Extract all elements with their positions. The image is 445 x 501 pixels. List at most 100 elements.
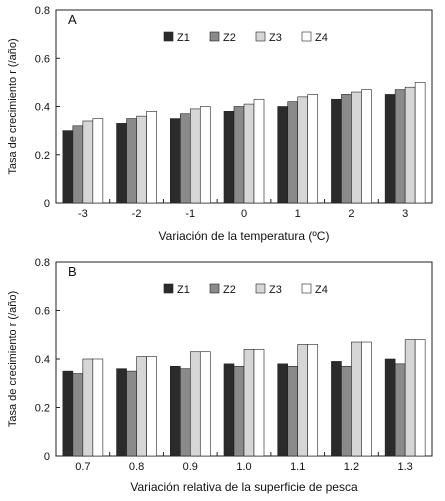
y-tick-label: 0.2 bbox=[35, 403, 50, 415]
bar-z2-0 bbox=[72, 373, 84, 457]
bar-z4-0 bbox=[92, 358, 104, 457]
bar-z3-5 bbox=[351, 341, 362, 457]
bar-z3-6 bbox=[404, 86, 416, 204]
bar-z2-4 bbox=[287, 101, 299, 204]
bar-z1-5 bbox=[331, 98, 342, 204]
y-tick-label: 0.6 bbox=[35, 306, 50, 318]
x-tick-label: -3 bbox=[78, 208, 88, 220]
bar-z4-5 bbox=[361, 341, 372, 457]
x-tick-label: 0 bbox=[241, 208, 247, 220]
legend-label-z4: Z4 bbox=[315, 284, 328, 296]
bar-z2-2 bbox=[179, 113, 191, 204]
x-tick-label: -2 bbox=[132, 208, 142, 220]
bar-z4-4 bbox=[307, 344, 319, 457]
bar-z2-3 bbox=[233, 365, 245, 457]
bar-z4-6 bbox=[414, 82, 426, 204]
bar-z4-2 bbox=[199, 351, 211, 457]
y-axis-title: Tasa de crecimiento r (/año) bbox=[7, 38, 19, 174]
bar-z3-0 bbox=[82, 358, 94, 457]
bar-z3-1 bbox=[136, 115, 147, 204]
legend-swatch-z1 bbox=[163, 31, 174, 42]
x-tick-label: 1.2 bbox=[344, 461, 359, 473]
bar-z4-1 bbox=[146, 111, 157, 204]
bar-z4-6 bbox=[414, 339, 426, 457]
legend-swatch-z2 bbox=[209, 283, 220, 294]
bar-z2-5 bbox=[341, 94, 352, 204]
x-axis-title: Variación de la temperatura (ºC) bbox=[159, 229, 330, 243]
x-axis-title: Variación relativa de la superficie de p… bbox=[130, 480, 358, 494]
bar-z1-6 bbox=[384, 358, 396, 457]
legend-label-z2: Z2 bbox=[223, 32, 236, 44]
bar-z1-4 bbox=[277, 363, 289, 457]
bar-z2-0 bbox=[72, 125, 84, 204]
y-tick-label: 0.2 bbox=[35, 150, 50, 162]
bar-z1-0 bbox=[62, 370, 74, 457]
y-tick-label: 0.8 bbox=[35, 257, 50, 269]
y-tick-label: 0.6 bbox=[35, 53, 50, 65]
x-tick-label: 1.0 bbox=[236, 461, 251, 473]
bar-z4-3 bbox=[253, 98, 265, 204]
bar-z4-5 bbox=[361, 89, 372, 204]
bar-z4-2 bbox=[199, 106, 211, 204]
x-tick-label: 1.3 bbox=[397, 461, 412, 473]
bar-z1-3 bbox=[223, 111, 235, 204]
legend-swatch-z3 bbox=[255, 31, 266, 42]
legend-swatch-z4 bbox=[301, 31, 312, 42]
x-tick-label: 1.1 bbox=[290, 461, 305, 473]
bar-z3-0 bbox=[82, 120, 94, 204]
bar-z2-1 bbox=[126, 370, 137, 457]
chart-panel-A: 0 0.2 0.4 0.6 0.8 -3 -2 -1 0 1 2 3 A Z1 Z2 Z3 Z4 Variació… bbox=[7, 5, 433, 243]
bar-z3-1 bbox=[136, 356, 147, 457]
x-tick-label: 2 bbox=[348, 208, 354, 220]
bar-z1-2 bbox=[169, 365, 181, 457]
y-tick-label: 0.4 bbox=[35, 102, 50, 114]
bar-z3-4 bbox=[297, 96, 309, 204]
bar-z3-4 bbox=[297, 344, 309, 457]
bar-z2-5 bbox=[341, 365, 352, 457]
x-tick-label: 1 bbox=[295, 208, 301, 220]
y-tick-label: 0.8 bbox=[35, 5, 50, 17]
panel-label: B bbox=[68, 264, 77, 279]
bar-z2-1 bbox=[126, 118, 137, 204]
legend-label-z3: Z3 bbox=[269, 284, 282, 296]
bar-z3-3 bbox=[243, 348, 255, 457]
chart-panel-B: 0 0.2 0.4 0.6 0.8 0.7 0.8 0.9 1.0 1.1 1.2 1.3 B Z1 Z2 Z… bbox=[7, 257, 433, 494]
bar-z2-6 bbox=[394, 363, 406, 457]
y-tick-label: 0.4 bbox=[35, 354, 50, 366]
bar-z4-0 bbox=[92, 118, 104, 204]
bar-z1-3 bbox=[223, 363, 235, 457]
x-tick-label: 3 bbox=[402, 208, 408, 220]
bar-z1-4 bbox=[277, 106, 289, 204]
bar-z3-6 bbox=[404, 339, 416, 457]
legend-label-z3: Z3 bbox=[269, 32, 282, 44]
bar-z3-2 bbox=[189, 351, 201, 457]
panel-label: A bbox=[68, 12, 77, 27]
legend-swatch-z2 bbox=[209, 31, 220, 42]
bar-z2-3 bbox=[233, 106, 245, 204]
x-tick-label: 0.7 bbox=[75, 461, 90, 473]
bar-z1-1 bbox=[116, 123, 127, 204]
bar-z1-0 bbox=[62, 130, 74, 204]
legend-label-z4: Z4 bbox=[315, 32, 328, 44]
y-tick-label: 0 bbox=[44, 451, 50, 463]
bar-z4-1 bbox=[146, 356, 157, 457]
y-axis-title: Tasa de crecimiento r (/año) bbox=[7, 291, 19, 427]
legend-swatch-z3 bbox=[255, 283, 266, 294]
bar-z4-3 bbox=[253, 348, 265, 457]
bar-z2-6 bbox=[394, 89, 406, 204]
bar-z1-6 bbox=[384, 94, 396, 204]
x-tick-label: 0.9 bbox=[183, 461, 198, 473]
legend-label-z1: Z1 bbox=[177, 284, 190, 296]
bar-z2-4 bbox=[287, 365, 299, 457]
x-tick-label: -1 bbox=[185, 208, 195, 220]
legend-label-z1: Z1 bbox=[177, 32, 190, 44]
bar-z1-2 bbox=[169, 118, 181, 204]
x-tick-label: 0.8 bbox=[129, 461, 144, 473]
legend-label-z2: Z2 bbox=[223, 284, 236, 296]
bar-z3-3 bbox=[243, 103, 255, 204]
bar-z4-4 bbox=[307, 94, 319, 204]
bar-z2-2 bbox=[179, 368, 191, 457]
bar-z1-1 bbox=[116, 368, 127, 457]
